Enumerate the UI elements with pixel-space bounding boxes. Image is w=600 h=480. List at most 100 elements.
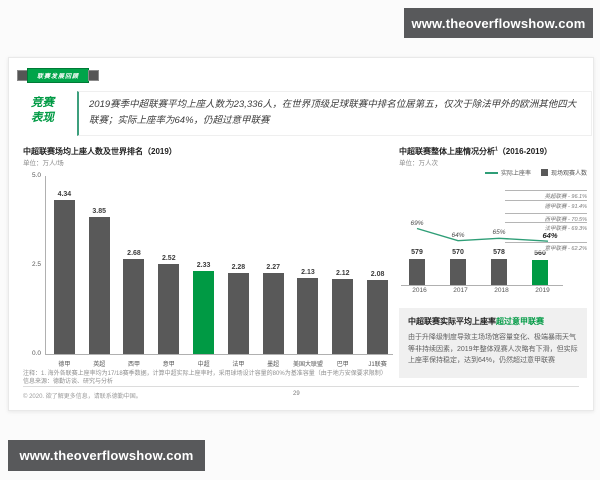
chart1-plot: 5.0 2.5 0.0 4.34 3.85 2.68 2.52 2.33 2.28 2.27… [23, 172, 395, 376]
bar-value-label: 2.52 [161, 255, 176, 263]
top-url-banner[interactable]: www.theoverflowshow.com [404, 8, 593, 38]
copyright-text: © 2020. 欲了解更多信息，请联系德勤中国。 [23, 394, 142, 400]
x-tick-label: 巴甲 [336, 362, 349, 368]
footnote-1: 注释：1. 海外各联赛上座率均为17/18赛季数据，计算中超实际上座率时，采用球… [23, 371, 387, 377]
bar-slot: 3.85 [82, 208, 117, 354]
x-tick-label: 2019 [535, 287, 550, 294]
bar-slot: 2.13 [291, 269, 326, 354]
chart2-legend: 实际上座率 现场观赛人数 [484, 168, 587, 177]
bar-德甲 [53, 199, 75, 354]
y-tick-label: 5.0 [31, 172, 41, 179]
bar-value-label: 2.12 [335, 269, 350, 277]
bar-value-label: 2.68 [127, 249, 141, 257]
x-labels-row: 德甲 英超 西甲 意甲 中超 法甲 墨超 美国大联盟 巴甲 J1联赛 [47, 359, 395, 368]
headline-text: 2019赛季中超联赛平均上座人数为23,336人，在世界顶级足球联赛中排名位居第… [89, 99, 577, 126]
bar-2017 [450, 259, 466, 285]
bar-value-label: 2.28 [231, 263, 246, 271]
bar-J1联赛 [367, 280, 389, 354]
bar-slot: 2.27 [256, 264, 291, 354]
benchmark-annotation: 德甲联赛 - 91.4% [505, 200, 587, 210]
x-tick-label: 美国大联盟 [292, 362, 323, 368]
rate-final-label: 64% [542, 230, 558, 240]
bar-2018 [491, 259, 507, 285]
attendance-rate-line [416, 227, 549, 242]
x-tick-label: 英超 [93, 362, 106, 368]
chart1-unit: 单位：万人/场 [23, 160, 64, 167]
bars-row: 4.34 3.85 2.68 2.52 2.33 2.28 2.27 2.13 2.12 2.08 [47, 176, 395, 354]
y-tick-label: 2.5 [31, 261, 41, 268]
bar-slot: 2.68 [117, 250, 152, 354]
legend-line-label: 实际上座率 [500, 171, 531, 177]
bar-slot: 2.52 [151, 255, 186, 354]
benchmark-annotation: 西甲联赛 - 70.5% [505, 213, 587, 223]
legend-bar-swatch-icon [540, 169, 548, 176]
ribbon-cap-right-icon [88, 70, 100, 81]
x-tick-label: 意甲 [162, 362, 175, 368]
benchmark-annotation: 法甲联赛 - 69.3% [505, 222, 587, 232]
bar-value-label: 578 [493, 249, 505, 256]
section-label: 竞赛 表现 [31, 96, 54, 126]
bar-value-label: 3.85 [92, 207, 106, 215]
callout-title-dark: 中超联赛实际平均上座率 [408, 317, 496, 326]
callout-box: 中超联赛实际平均上座率超过意甲联赛 由于升降级制度导致主场场馆容量变化、极端暴雨… [399, 308, 587, 378]
x-tick-label: 法甲 [232, 362, 245, 368]
ribbon-label: 联赛发展回顾 [27, 68, 90, 83]
y-tick-label: 0.0 [31, 350, 41, 357]
chart1-title: 中超联赛场均上座人数及世界排名（2019） [23, 147, 177, 156]
bar-value-label: 2.08 [370, 271, 385, 278]
bar-value-label: 2.33 [196, 262, 211, 270]
bar-2019 [532, 259, 548, 285]
rate-point-label: 65% [492, 229, 506, 237]
bar-美国大联盟 [297, 278, 319, 354]
benchmark-annotation: 意甲联赛 - 62.2% [505, 242, 587, 252]
chart2-title: 中超联赛整体上座情况分析1（2016-2019） [399, 146, 552, 157]
bar-2016 [409, 258, 425, 285]
ribbon-badge: 联赛发展回顾 [17, 68, 100, 83]
callout-title: 中超联赛实际平均上座率超过意甲联赛 [408, 316, 578, 327]
bar-slot: 2.33 [186, 262, 221, 354]
bar-slot: 4.34 [47, 190, 82, 354]
rate-point-label: 64% [451, 231, 465, 239]
bar-slot: 2.08 [360, 271, 395, 354]
legend-bar-label: 现场观赛人数 [550, 171, 587, 177]
x-tick-label: 中超 [197, 362, 210, 368]
attendance-rank-chart: 中超联赛场均上座人数及世界排名（2019） 单位：万人/场 5.0 2.5 0.… [23, 146, 395, 406]
rate-point-label: 69% [410, 219, 424, 227]
chart2-x-labels-row: 2016 2017 2018 2019 [399, 287, 563, 294]
headline-box: 2019赛季中超联赛平均上座人数为23,336人，在世界顶级足球联赛中排名位居第… [77, 91, 592, 137]
chart2-x-axis-line [401, 285, 563, 286]
footer-divider [23, 386, 579, 387]
bottom-url-text: www.theoverflowshow.com [19, 448, 194, 463]
bar-value-label: 4.34 [57, 190, 72, 198]
chart2-title-sup: 1 [495, 146, 498, 153]
bottom-url-banner[interactable]: www.theoverflowshow.com [8, 440, 205, 471]
x-tick-label: 2018 [494, 287, 509, 294]
callout-title-green: 超过意甲联赛 [496, 317, 544, 326]
legend-line-swatch-icon [484, 171, 498, 174]
bar-西甲 [123, 258, 145, 354]
x-tick-label: J1联赛 [368, 362, 387, 368]
footnote-2: 信息来源：德勤访谈、研究与分析 [23, 379, 114, 385]
bar-意甲 [158, 264, 180, 354]
y-axis-line [45, 176, 46, 354]
bar-墨超 [262, 273, 284, 354]
bar-value-label: 570 [452, 249, 464, 257]
callout-body: 由于升降级制度导致主场场馆容量变化、极端暴雨天气等非持续因素，2019年整体观赛… [408, 334, 578, 365]
x-tick-label: 2016 [412, 287, 427, 294]
chart2-title-text: 中超联赛整体上座情况分析 [399, 147, 495, 156]
chart2-title-years: （2016-2019） [497, 147, 553, 156]
trend-line-layer [416, 227, 549, 242]
chart2-unit: 单位：万人次 [399, 160, 438, 167]
bar-value-label: 2.13 [301, 269, 315, 277]
bar-英超 [88, 216, 110, 354]
bar-巴甲 [332, 278, 354, 354]
benchmark-annotation: 英超联赛 - 96.1% [505, 190, 587, 200]
section-label-line1: 竞赛 [31, 97, 54, 109]
bar-value-label: 2.27 [266, 264, 280, 272]
bar-slot: 2.28 [221, 264, 256, 354]
slide: 联赛发展回顾 竞赛 表现 2019赛季中超联赛平均上座人数为23,336人，在世… [8, 57, 594, 411]
bar-value-label: 579 [411, 248, 423, 256]
bar-中超 [193, 271, 215, 354]
overall-attendance-chart: 中超联赛整体上座情况分析1（2016-2019） 单位：万人次 实际上座率 现场… [399, 146, 587, 306]
x-tick-label: 2017 [453, 287, 468, 294]
